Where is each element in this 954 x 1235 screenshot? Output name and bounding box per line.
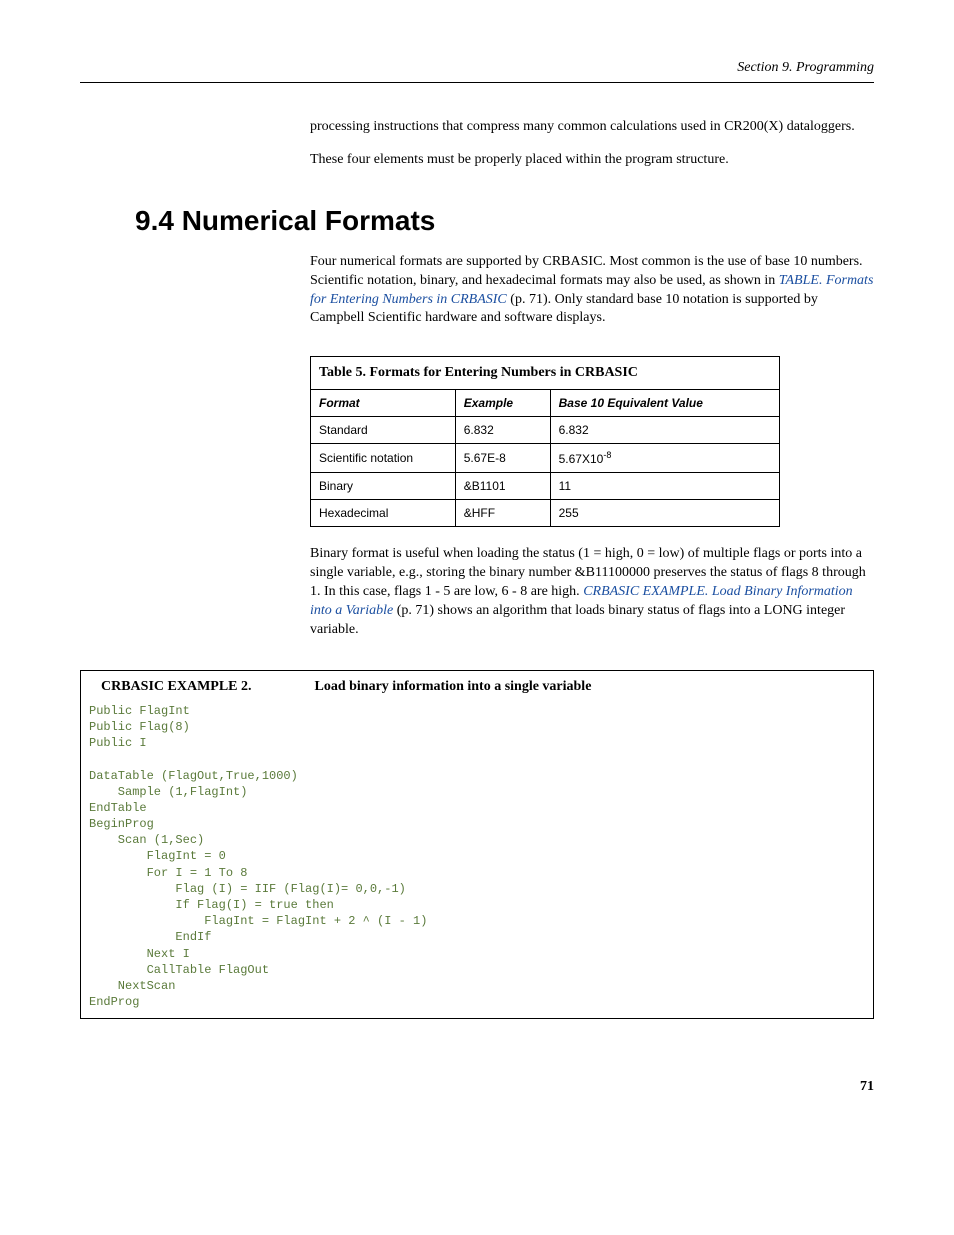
cell: 5.67X10-8 bbox=[550, 444, 779, 473]
body-paragraph-1: Four numerical formats are supported by … bbox=[310, 253, 874, 329]
table-row: Standard 6.832 6.832 bbox=[311, 417, 780, 444]
col-header-format: Format bbox=[311, 390, 456, 417]
table-header-row: Format Example Base 10 Equivalent Value bbox=[311, 390, 780, 417]
cell: Hexadecimal bbox=[311, 500, 456, 527]
cell: 5.67E-8 bbox=[455, 444, 550, 473]
example-title-row: CRBASIC EXAMPLE 2. Load binary informati… bbox=[81, 671, 873, 703]
cell: &B1101 bbox=[455, 473, 550, 500]
table-row: Binary &B1101 11 bbox=[311, 473, 780, 500]
cell: Scientific notation bbox=[311, 444, 456, 473]
cell: 11 bbox=[550, 473, 779, 500]
col-header-example: Example bbox=[455, 390, 550, 417]
code-block: Public FlagInt Public Flag(8) Public I D… bbox=[81, 703, 873, 1019]
cell: 6.832 bbox=[550, 417, 779, 444]
cell: &HFF bbox=[455, 500, 550, 527]
table-row: Hexadecimal &HFF 255 bbox=[311, 500, 780, 527]
intro-paragraph-1: processing instructions that compress ma… bbox=[310, 118, 874, 137]
superscript: -8 bbox=[603, 450, 611, 460]
table-title: Table 5. Formats for Entering Numbers in… bbox=[311, 357, 780, 390]
cell: Binary bbox=[311, 473, 456, 500]
body-paragraph-2: Binary format is useful when loading the… bbox=[310, 545, 874, 639]
cell: 6.832 bbox=[455, 417, 550, 444]
header-text: Section 9. Programming bbox=[737, 60, 874, 75]
cell: Standard bbox=[311, 417, 456, 444]
page-header: Section 9. Programming bbox=[80, 60, 874, 83]
col-header-base10: Base 10 Equivalent Value bbox=[550, 390, 779, 417]
code-example-box: CRBASIC EXAMPLE 2. Load binary informati… bbox=[80, 670, 874, 1020]
table-row: Scientific notation 5.67E-8 5.67X10-8 bbox=[311, 444, 780, 473]
cell: 255 bbox=[550, 500, 779, 527]
table-title-row: Table 5. Formats for Entering Numbers in… bbox=[311, 357, 780, 390]
intro-paragraph-2: These four elements must be properly pla… bbox=[310, 151, 874, 170]
example-description: Load binary information into a single va… bbox=[315, 679, 592, 694]
formats-table: Table 5. Formats for Entering Numbers in… bbox=[310, 356, 780, 527]
example-label: CRBASIC EXAMPLE 2. bbox=[101, 679, 311, 695]
page-number: 71 bbox=[80, 1079, 874, 1095]
cell-text: 5.67X10 bbox=[559, 452, 604, 466]
section-heading: 9.4 Numerical Formats bbox=[80, 205, 874, 237]
